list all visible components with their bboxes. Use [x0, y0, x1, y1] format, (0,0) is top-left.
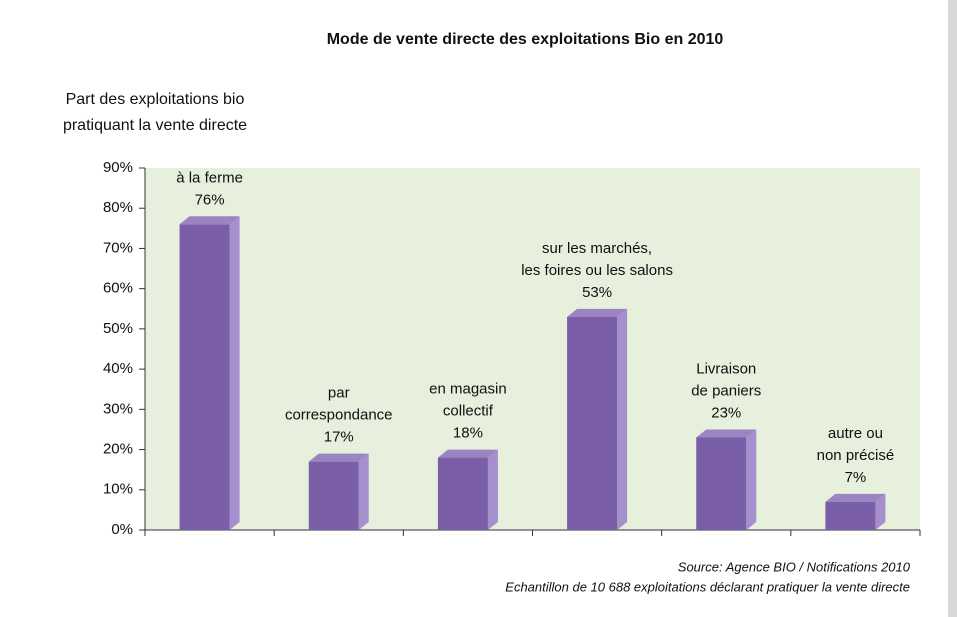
category-label: sur les marchés,	[542, 240, 652, 257]
y-axis-label: pratiquant la vente directe	[63, 117, 247, 134]
category-label: par	[328, 385, 350, 402]
data-label: 76%	[195, 191, 225, 208]
y-tick-label: 50%	[103, 320, 133, 337]
bar-side	[487, 449, 498, 530]
bar-top	[308, 453, 369, 462]
y-tick-label: 70%	[103, 239, 133, 256]
bar-side	[746, 429, 757, 530]
plot-area	[145, 168, 920, 530]
bar-side	[358, 453, 369, 530]
data-label: 18%	[453, 425, 483, 442]
chart-title: Mode de vente directe des exploitations …	[327, 31, 724, 48]
category-label: de paniers	[691, 382, 761, 399]
data-label: 7%	[845, 469, 867, 486]
bar	[179, 224, 230, 531]
bar	[567, 316, 618, 530]
y-tick-label: 60%	[103, 280, 133, 297]
y-tick-label: 90%	[103, 159, 133, 176]
category-label: Livraison	[696, 360, 756, 377]
source-note: Source: Agence BIO / Notifications 2010	[678, 559, 911, 574]
y-axis-label: Part des exploitations bio	[66, 91, 245, 108]
data-label: 53%	[582, 284, 612, 301]
category-label: les foires ou les salons	[521, 262, 673, 279]
y-tick-label: 40%	[103, 360, 133, 377]
category-label: correspondance	[285, 407, 393, 424]
bar-side	[229, 216, 240, 531]
data-label: 23%	[711, 404, 741, 421]
bar	[437, 457, 488, 530]
bar-top	[179, 216, 240, 225]
y-tick-label: 0%	[111, 521, 133, 538]
bar-top	[696, 429, 757, 438]
category-label: en magasin	[429, 381, 507, 398]
category-label: collectif	[443, 403, 494, 420]
category-label: non précisé	[817, 447, 895, 464]
bar-top	[437, 449, 498, 458]
y-tick-label: 10%	[103, 481, 133, 498]
bar-top	[825, 493, 886, 502]
bar-side	[875, 493, 886, 530]
bar	[308, 461, 359, 530]
bar	[825, 501, 876, 530]
bar-top	[567, 308, 628, 317]
y-tick-label: 20%	[103, 441, 133, 458]
frame-shadow	[948, 0, 957, 617]
bar-side	[617, 308, 628, 530]
data-label: 17%	[324, 429, 354, 446]
category-label: autre ou	[828, 425, 883, 442]
source-note: Echantillon de 10 688 exploitations décl…	[505, 579, 910, 594]
y-tick-label: 30%	[103, 400, 133, 417]
y-tick-label: 80%	[103, 199, 133, 216]
bar	[696, 437, 747, 530]
category-label: à la ferme	[176, 169, 243, 186]
